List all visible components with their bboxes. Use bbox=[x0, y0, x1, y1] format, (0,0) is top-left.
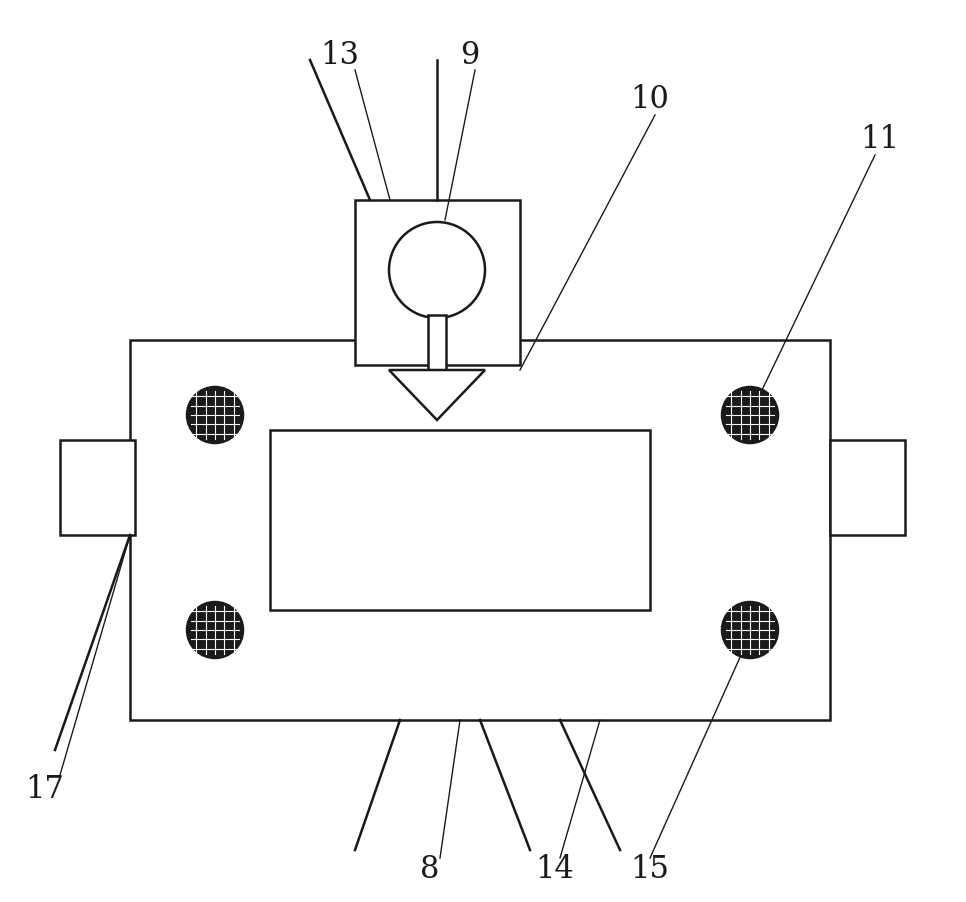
Bar bbox=[270, 430, 650, 610]
Text: 13: 13 bbox=[321, 40, 359, 70]
Circle shape bbox=[722, 387, 778, 443]
Text: 14: 14 bbox=[535, 854, 575, 886]
Bar bbox=[428, 315, 446, 385]
Circle shape bbox=[187, 602, 243, 658]
Text: 9: 9 bbox=[461, 40, 480, 70]
Text: 17: 17 bbox=[25, 775, 65, 805]
Circle shape bbox=[187, 387, 243, 443]
Circle shape bbox=[389, 222, 485, 318]
Bar bbox=[830, 440, 905, 535]
Circle shape bbox=[722, 602, 778, 658]
Text: 10: 10 bbox=[631, 85, 669, 115]
Text: 15: 15 bbox=[631, 854, 669, 886]
Text: 11: 11 bbox=[861, 124, 899, 155]
Bar bbox=[60, 440, 135, 535]
Polygon shape bbox=[389, 370, 485, 420]
Text: 8: 8 bbox=[420, 854, 440, 886]
Bar bbox=[355, 200, 520, 365]
Bar bbox=[130, 340, 830, 720]
